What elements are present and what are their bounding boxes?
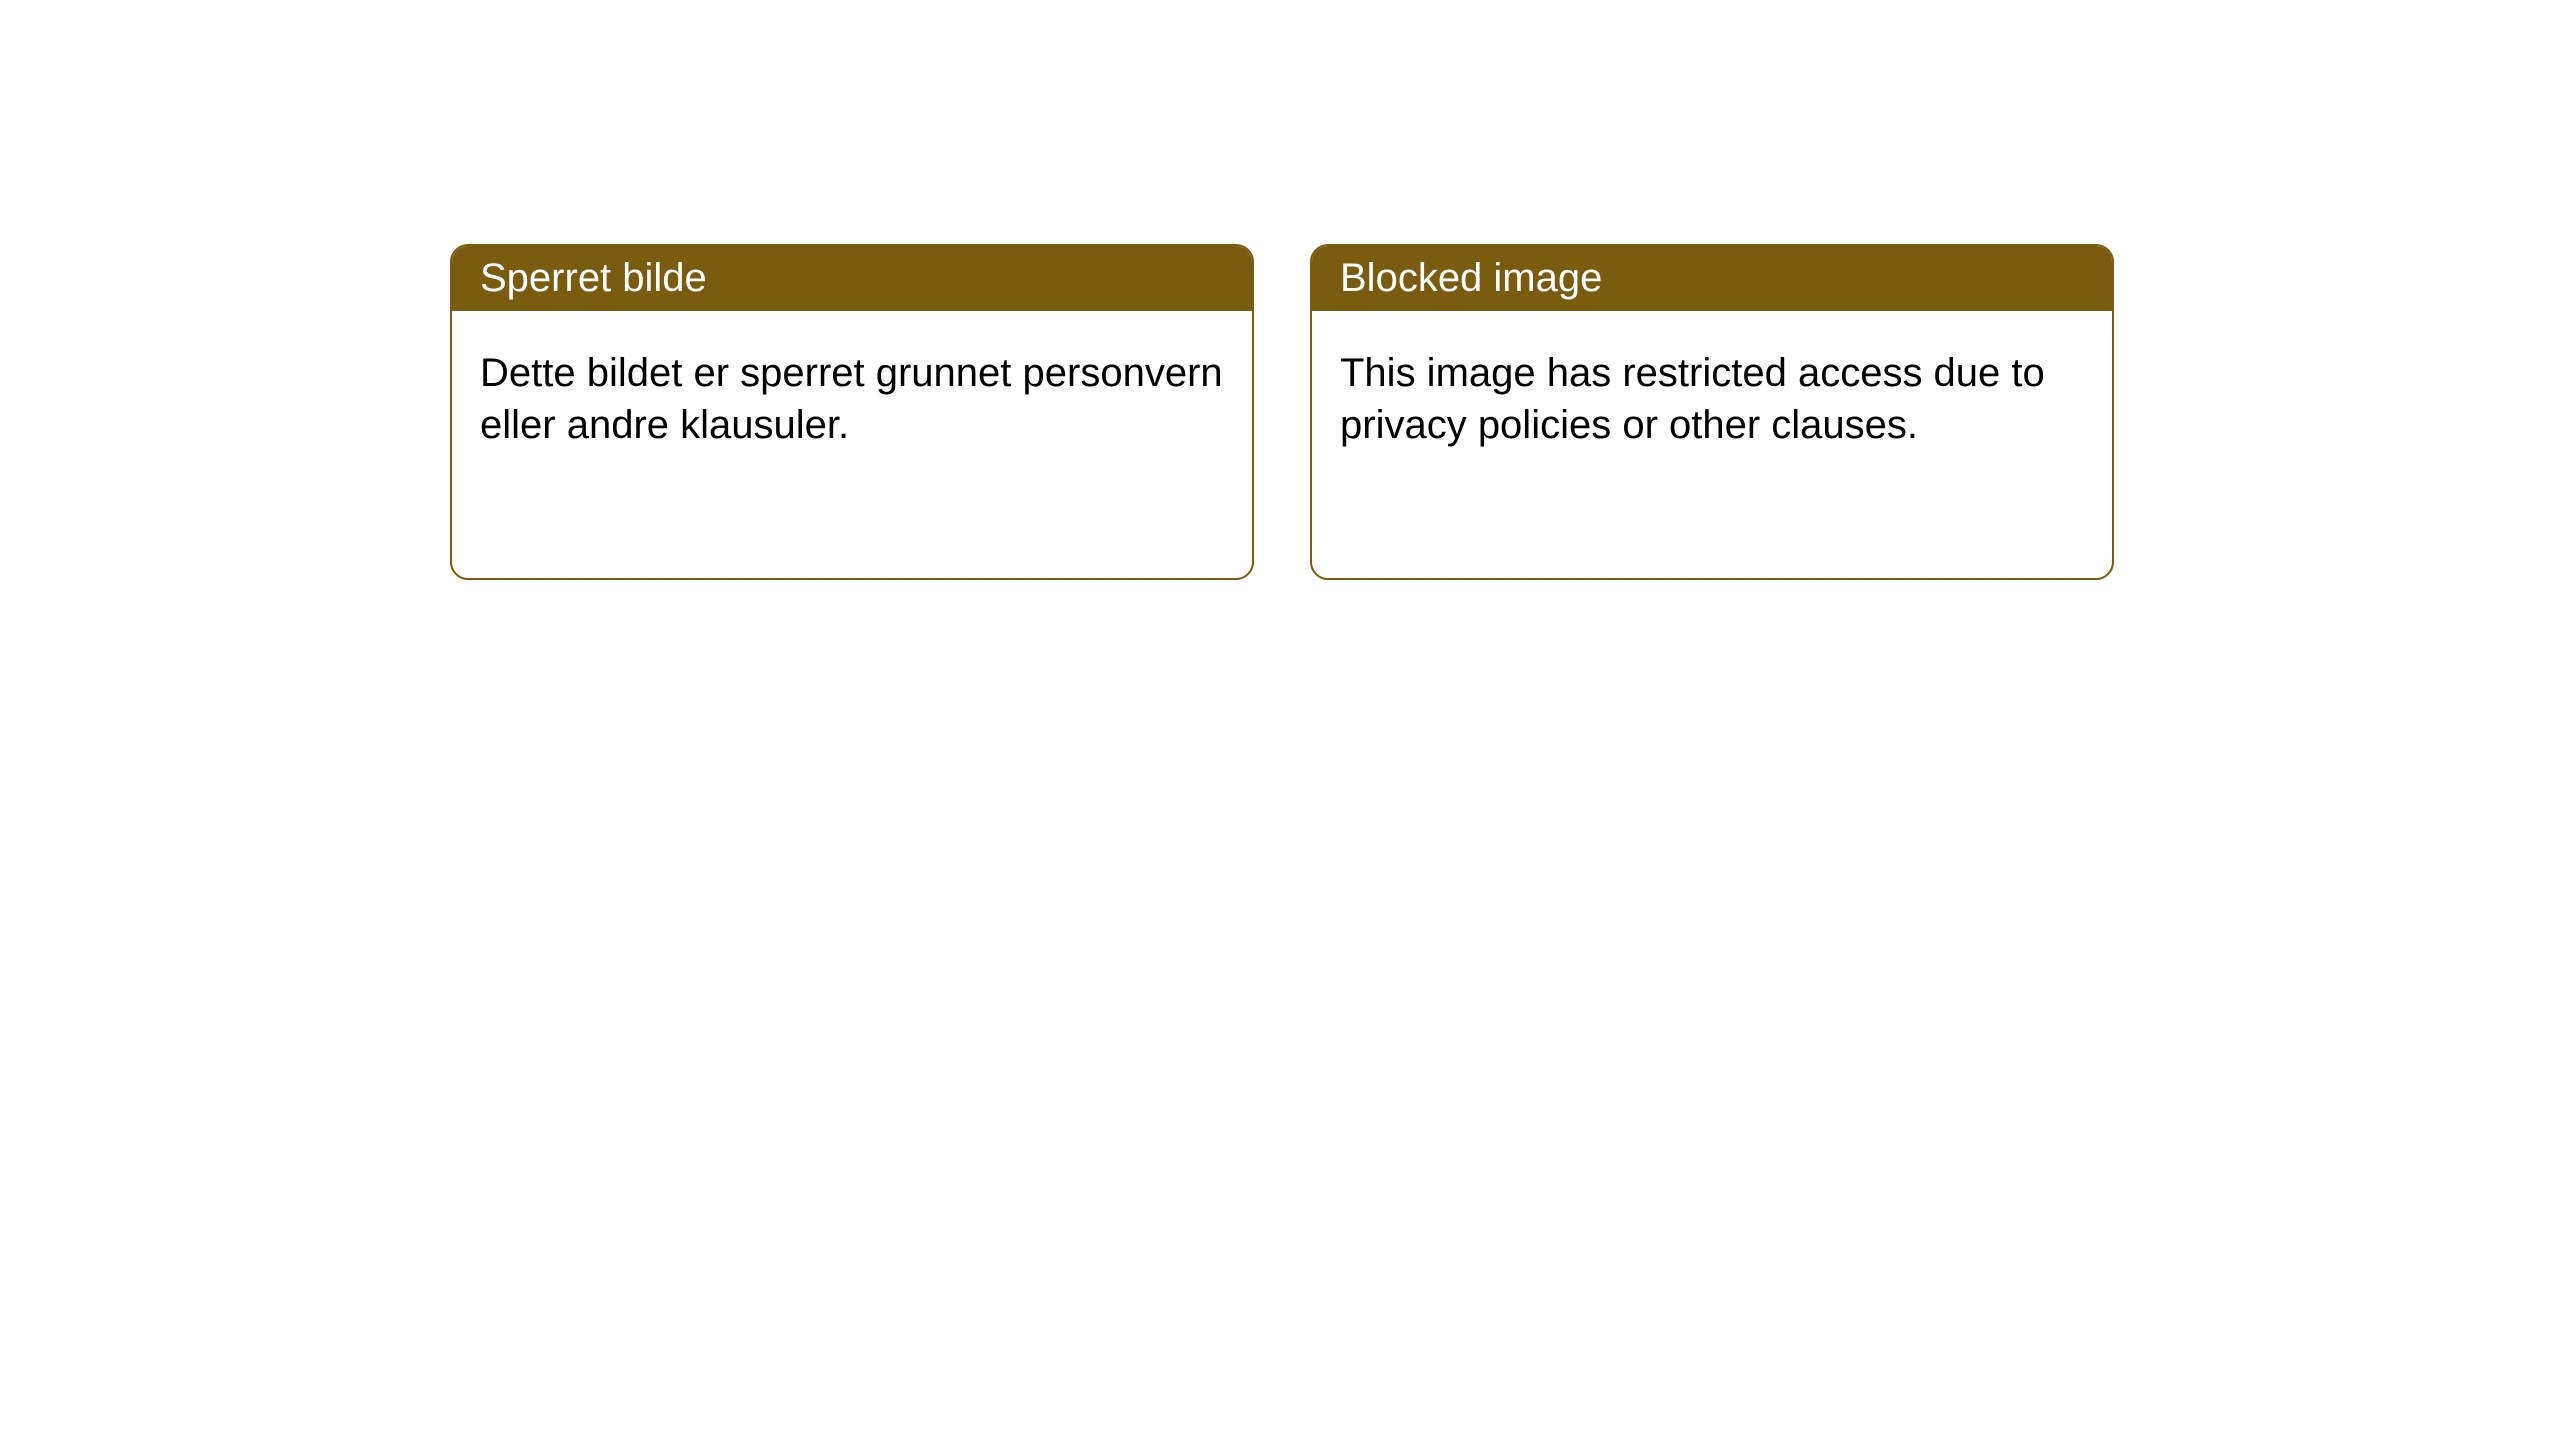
notice-body-text: This image has restricted access due to …	[1340, 351, 2045, 447]
notice-header: Blocked image	[1312, 246, 2112, 311]
notice-title: Sperret bilde	[480, 256, 707, 300]
notice-body: Dette bildet er sperret grunnet personve…	[452, 311, 1252, 487]
notice-container: Sperret bilde Dette bildet er sperret gr…	[0, 0, 2560, 580]
notice-body: This image has restricted access due to …	[1312, 311, 2112, 487]
notice-header: Sperret bilde	[452, 246, 1252, 311]
notice-body-text: Dette bildet er sperret grunnet personve…	[480, 351, 1223, 447]
notice-card-english: Blocked image This image has restricted …	[1310, 244, 2114, 580]
notice-card-norwegian: Sperret bilde Dette bildet er sperret gr…	[450, 244, 1254, 580]
notice-title: Blocked image	[1340, 256, 1602, 300]
